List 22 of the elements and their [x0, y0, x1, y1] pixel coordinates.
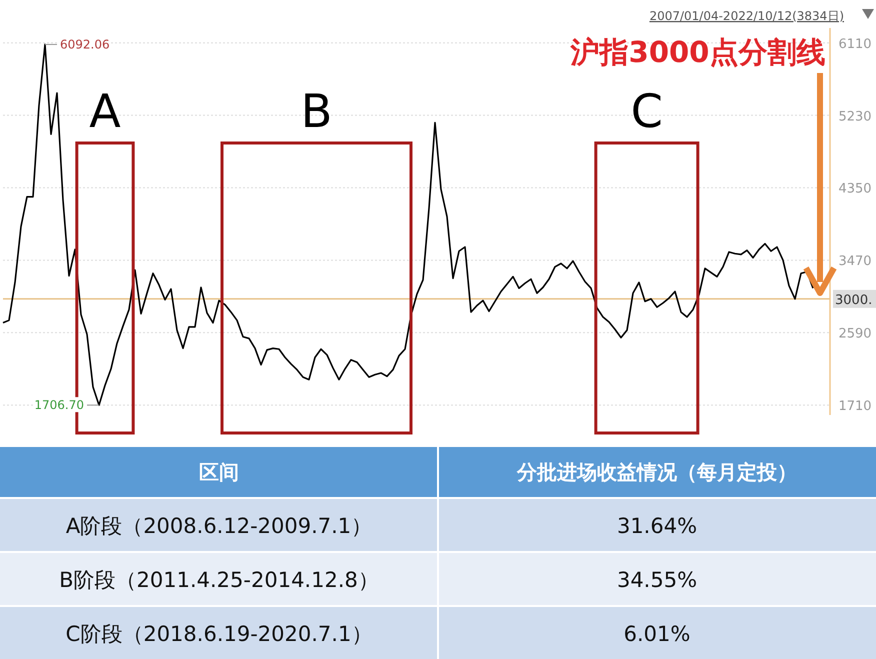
- annotation: B: [300, 84, 332, 138]
- y-tick-label: 6110: [838, 36, 872, 52]
- chart-subtitle: 2007/01/04-2022/10/12(3834日): [649, 9, 844, 23]
- text: 6.01%: [624, 622, 690, 646]
- chart-title: 沪指3000点分割线: [570, 35, 826, 69]
- text: 34.55%: [616, 568, 698, 592]
- annotation: 6092.06: [60, 37, 110, 52]
- annotation: 1706.70: [34, 398, 84, 412]
- y-tick-label: 5230: [838, 109, 872, 124]
- y-tick-label: 1710: [838, 399, 872, 414]
- category-label: C阶段（2018.6.19-2020.7.1）: [66, 622, 372, 646]
- y-tick-label: 3470: [838, 254, 872, 270]
- category-label: B阶段（2011.4.25-2014.12.8）: [59, 568, 379, 592]
- text: 分批进场收益情况（每月定投）: [516, 460, 797, 484]
- category-label: A阶段（2008.6.12-2009.7.1）: [66, 514, 372, 538]
- ref-line-label: 3000.: [835, 292, 872, 308]
- text: 31.64%: [616, 514, 698, 538]
- text: 区间: [199, 460, 239, 484]
- y-tick-label: 4350: [838, 182, 872, 197]
- y-tick-label: 2590: [838, 326, 872, 342]
- annotation: C: [630, 84, 663, 138]
- annotation: A: [89, 84, 122, 138]
